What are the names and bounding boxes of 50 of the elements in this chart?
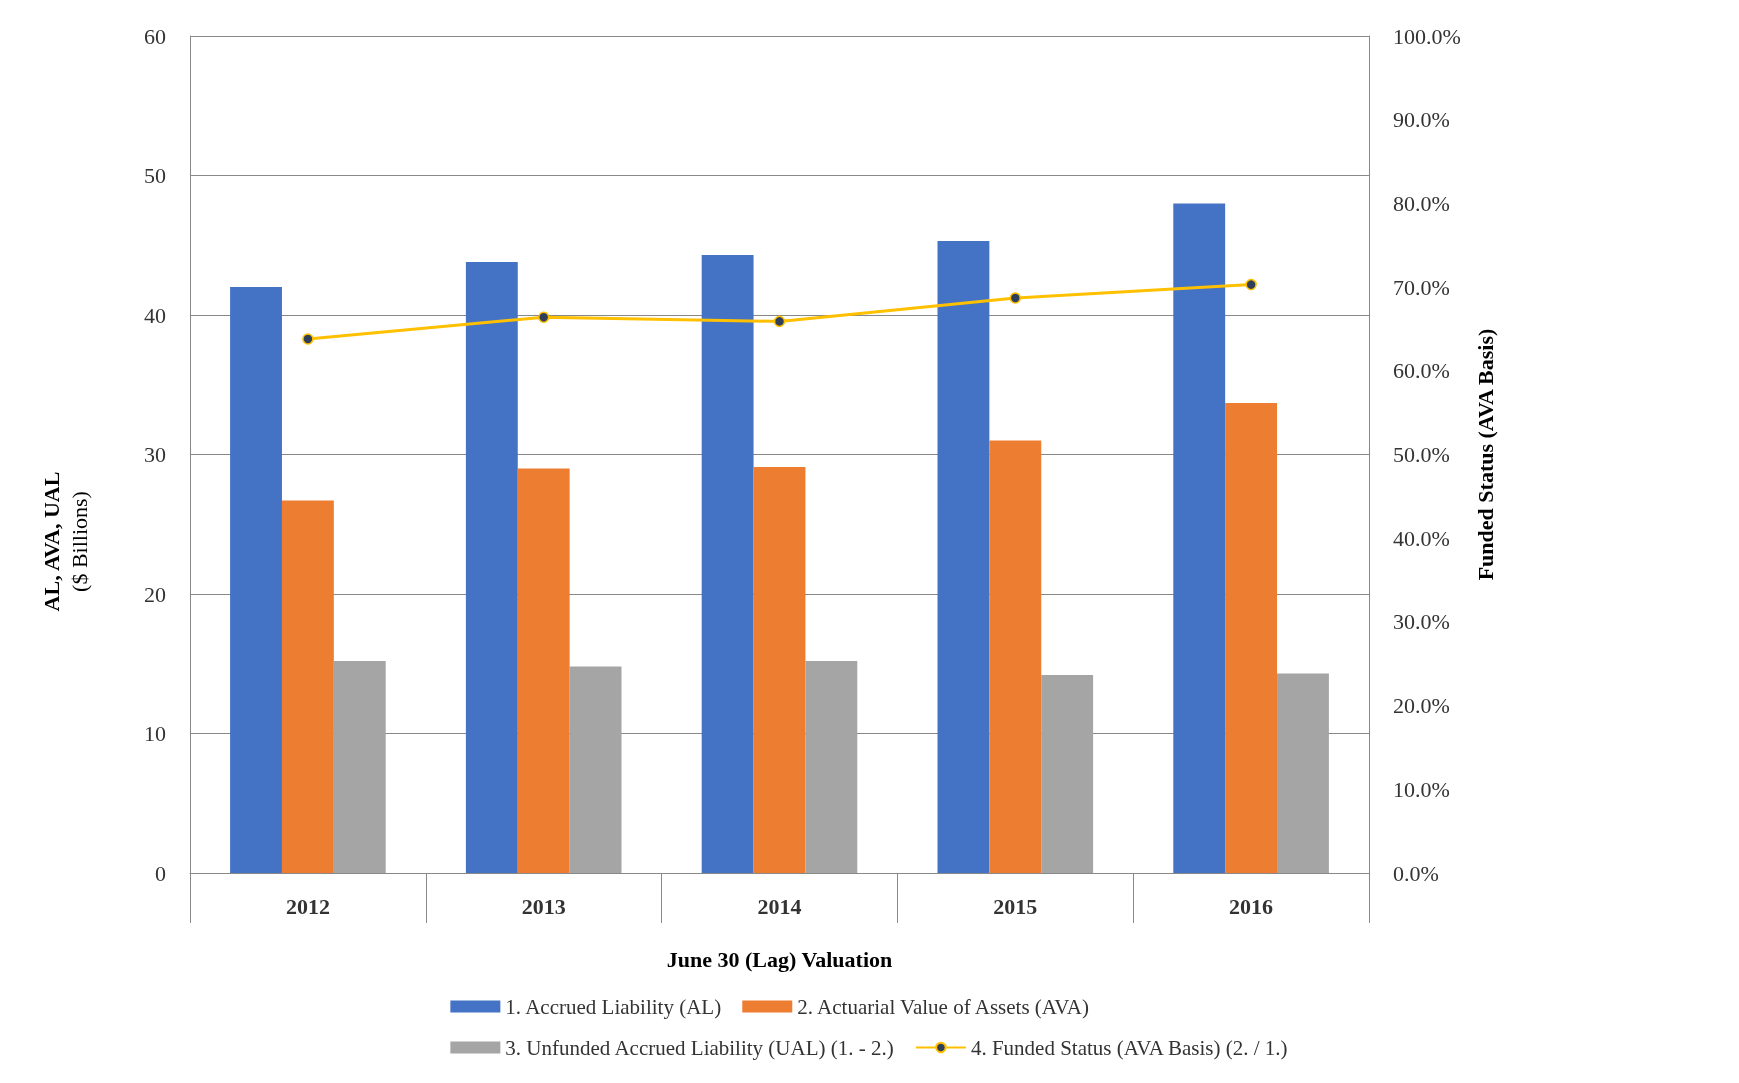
bar [569, 666, 622, 873]
y-tick-label: 0 [155, 860, 166, 886]
y2-tick-label: 40.0% [1393, 525, 1450, 551]
point [302, 333, 314, 345]
y2-tick-label: 50.0% [1393, 442, 1450, 467]
y2-tick-label: 90.0% [1393, 107, 1450, 133]
x-tick-label: 2013 [521, 893, 566, 919]
bar [1041, 674, 1094, 873]
y-tick-label: 60 [144, 23, 166, 49]
point [1245, 278, 1257, 291]
y-tick-label: 10 [144, 721, 166, 746]
x-tick-label: 2014 [757, 893, 802, 919]
bar [230, 287, 282, 873]
x-tick-label: 2015 [993, 893, 1038, 919]
bar [805, 660, 858, 873]
bar [517, 468, 570, 873]
legend-label: 2. Actuarial Value of Assets (AVA) [797, 994, 1089, 1019]
bar [465, 261, 518, 873]
y2-tick-label: 100.0% [1393, 23, 1461, 49]
bar [281, 500, 334, 873]
point [1009, 292, 1022, 304]
y2-tick-label: 70.0% [1393, 274, 1450, 300]
y2-tick-label: 80.0% [1393, 190, 1450, 216]
x-axis-title: June 30 (Lag) Valuation [666, 946, 893, 972]
y2-tick-label: 60.0% [1393, 358, 1450, 384]
y2-axis-title: Funded Status (AVA Basis) [1472, 328, 1498, 581]
y2-tick-label: 30.0% [1393, 609, 1450, 635]
bar [937, 241, 990, 873]
legend-label: 1. Accrued Liability (AL) [505, 994, 722, 1019]
bar [1173, 203, 1226, 873]
y2-tick-label: 0.0% [1393, 860, 1439, 886]
legend-label: 4. Funded Status (AVA Basis) (2. / 1.) [970, 1035, 1288, 1060]
y-tick-label: 20 [144, 581, 166, 607]
bar [333, 660, 386, 873]
point [773, 315, 786, 328]
y-axis-title: AL, AVA, UAL ($ Billions) [38, 471, 92, 612]
bar [989, 440, 1042, 873]
legend-label: 3. Unfunded Accrued Liability (UAL) (1. - 2.) [505, 1035, 894, 1060]
x-tick-label: 2012 [285, 893, 330, 919]
y-tick-label: 40 [144, 302, 166, 328]
y-tick-label: 50 [144, 163, 166, 188]
bar [701, 255, 754, 873]
x-tick-label: 2016 [1229, 893, 1274, 919]
bar [1277, 673, 1329, 873]
y2-tick-label: 20.0% [1393, 693, 1450, 719]
bar [753, 467, 806, 873]
point [537, 311, 550, 323]
y-tick-label: 30 [144, 442, 166, 467]
y2-tick-label: 10.0% [1393, 776, 1450, 802]
bar [1225, 402, 1278, 873]
